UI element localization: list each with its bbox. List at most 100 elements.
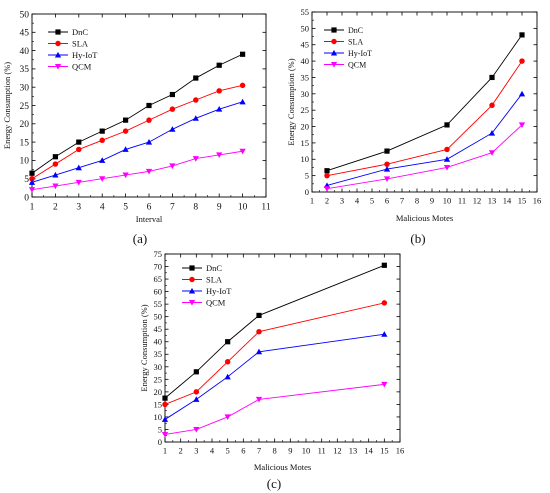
data-point (519, 58, 525, 64)
data-point (519, 32, 525, 38)
legend-marker (189, 265, 195, 271)
data-point (323, 186, 331, 192)
plot-frame (164, 253, 401, 443)
series-qcm (323, 122, 526, 192)
y-axis-label: Energy Consumption (%) (286, 58, 296, 145)
y-tick-label: 50 (301, 23, 310, 33)
legend-label: DnC (206, 263, 222, 273)
x-tick-label: 9 (430, 196, 434, 206)
y-tick-label: 65 (154, 274, 163, 284)
legend-marker (55, 29, 61, 35)
data-point (52, 183, 59, 190)
series-line (31, 84, 243, 180)
data-point (123, 117, 129, 123)
x-tick-label: 10 (302, 446, 311, 456)
data-point (162, 401, 168, 408)
y-tick-label: 0 (305, 187, 309, 197)
data-point (99, 128, 105, 134)
series-sla (162, 300, 388, 408)
data-point (169, 163, 176, 170)
data-point (324, 172, 330, 179)
x-tick-label: 9 (217, 203, 222, 213)
x-tick-label: 1 (310, 196, 314, 206)
data-point (443, 156, 451, 162)
y-tick-label: 5 (24, 175, 29, 185)
data-point (444, 146, 450, 153)
data-point (169, 126, 176, 132)
data-point (145, 138, 153, 145)
panel-label: (a) (133, 231, 147, 246)
series-hy-iot (28, 98, 246, 185)
data-point (193, 426, 200, 433)
data-point (122, 128, 129, 134)
y-tick-label: 10 (20, 157, 30, 167)
data-point (489, 74, 495, 81)
data-point (193, 75, 199, 81)
legend-label: DnC (348, 26, 363, 35)
y-tick-label: 45 (20, 29, 30, 39)
x-tick-label: 13 (349, 446, 358, 456)
data-point (76, 139, 82, 145)
y-tick-label: 20 (20, 120, 30, 130)
data-point (146, 117, 152, 123)
data-point (225, 339, 231, 345)
legend-label: QCM (72, 62, 92, 72)
data-point (489, 102, 495, 109)
data-point (381, 300, 388, 306)
data-point (75, 179, 82, 186)
x-tick-label: 2 (179, 446, 183, 456)
y-tick-label: 55 (154, 299, 163, 309)
data-point (193, 369, 199, 375)
legend-entry: Hy-IoT (182, 286, 232, 296)
data-point (29, 170, 35, 176)
y-tick-label: 55 (301, 7, 310, 17)
data-point (75, 164, 82, 171)
x-axis-label: Malicious Motes (396, 213, 453, 223)
data-point (193, 396, 200, 402)
series-sla (29, 82, 246, 182)
y-tick-label: 15 (301, 138, 310, 148)
series-sla (324, 58, 525, 179)
data-point (28, 187, 36, 193)
panel-label: (b) (410, 231, 425, 246)
data-point (216, 152, 223, 159)
y-tick-label: 45 (301, 40, 310, 50)
chart-panel-b: 1 2 3 4 5 6 7 8 9 10 11 12 13 14 15 1605101520253035404… (286, 7, 541, 246)
series-dnc (324, 32, 525, 174)
data-point (169, 91, 175, 98)
data-point (52, 161, 59, 167)
data-point (255, 396, 263, 403)
legend-label: QCM (206, 298, 226, 308)
x-tick-label: 5 (123, 203, 128, 213)
y-tick-label: 25 (154, 374, 163, 384)
y-tick-label: 30 (154, 362, 163, 372)
y-tick-label: 35 (301, 72, 310, 82)
legend-label: SLA (72, 39, 89, 49)
legend-entry: DnC (182, 263, 222, 273)
data-point (384, 161, 390, 167)
series-line (31, 53, 243, 174)
x-tick-label: 10 (238, 203, 248, 213)
chart-panel-c: 1 2 3 4 5 6 7 8 9 10 11 12 13 14 15 1605101520253035404… (139, 249, 404, 491)
x-tick-label: 8 (273, 446, 277, 456)
x-tick-label: 3 (194, 446, 198, 456)
x-tick-label: 4 (210, 446, 215, 456)
data-point (145, 168, 153, 175)
data-point (224, 359, 231, 365)
x-tick-label: 11 (318, 446, 326, 456)
y-tick-label: 10 (301, 154, 310, 164)
legend-entry: QCM (324, 61, 366, 70)
x-tick-label: 4 (100, 203, 105, 213)
legend-marker (330, 49, 338, 56)
legend-label: Hy-IoT (206, 286, 232, 296)
y-tick-label: 40 (154, 337, 163, 347)
y-tick-label: 25 (20, 102, 30, 112)
legend-marker (188, 300, 196, 306)
series-line (164, 302, 385, 405)
y-tick-label: 15 (154, 399, 163, 409)
data-point (161, 431, 169, 438)
y-tick-label: 50 (154, 312, 163, 322)
legend-entry: SLA (182, 275, 223, 285)
data-point (518, 122, 526, 129)
